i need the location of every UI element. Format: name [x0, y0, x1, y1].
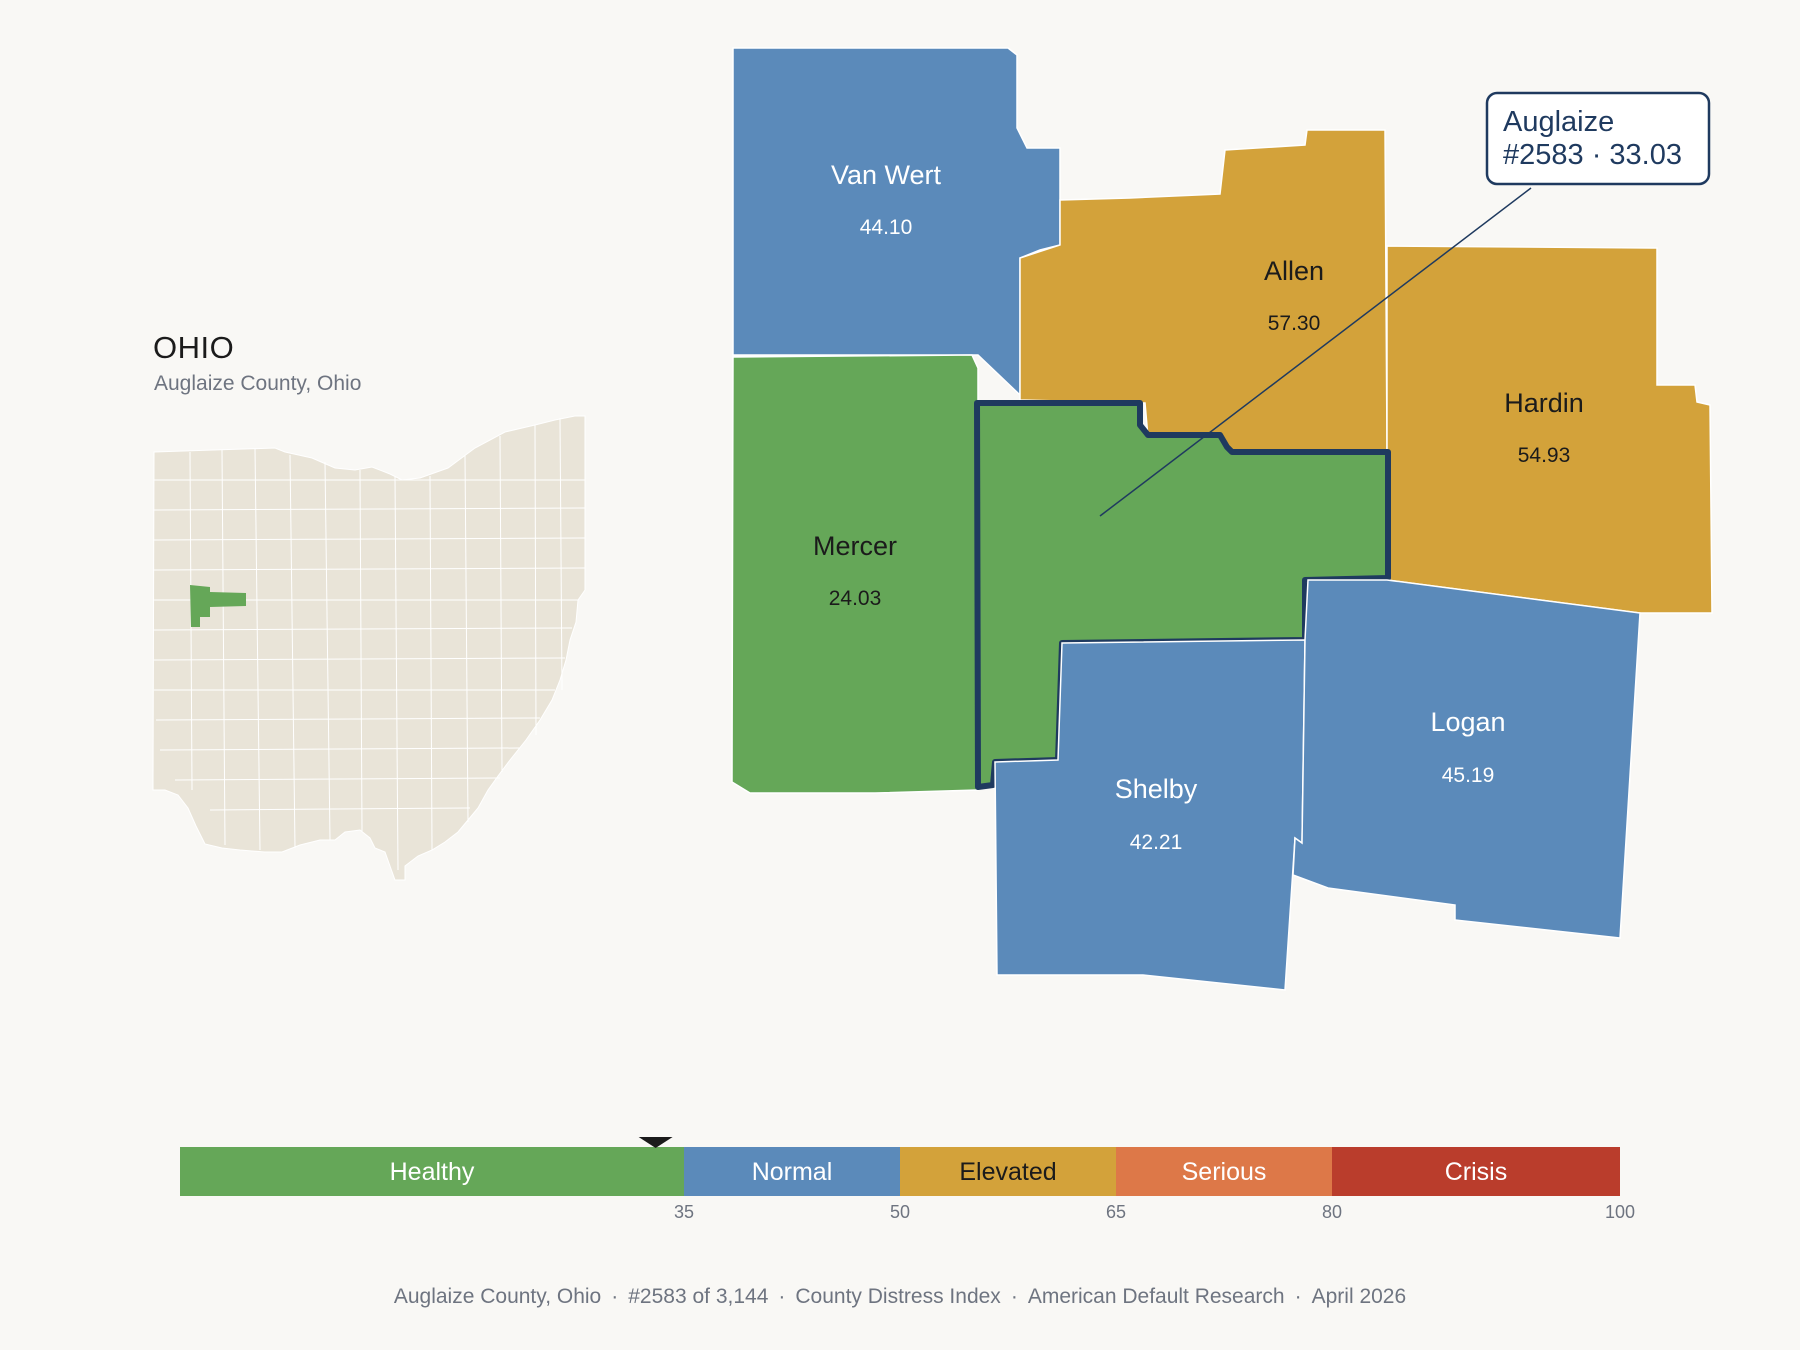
- regional-map: [731, 47, 1713, 991]
- inset-county-lines: [153, 417, 586, 871]
- value-hardin: 54.93: [1518, 444, 1571, 467]
- county-allen[interactable]: [1019, 129, 1388, 451]
- legend-tick-35: 35: [674, 1202, 694, 1222]
- legend-segment-normal: [684, 1147, 900, 1196]
- legend-marker-arrow: [638, 1137, 673, 1148]
- footer-index-name: County Distress Index: [795, 1285, 1001, 1308]
- legend-segment-healthy: [180, 1147, 684, 1196]
- legend-segment-crisis: [1332, 1147, 1620, 1196]
- county-logan[interactable]: [1292, 579, 1641, 939]
- ohio-inset-map: [152, 415, 586, 881]
- value-allen: 57.30: [1268, 312, 1321, 335]
- footer-date: April 2026: [1311, 1285, 1407, 1308]
- legend-label-normal: Normal: [752, 1158, 833, 1186]
- legend-tick-65: 65: [1106, 1202, 1126, 1222]
- legend-scale: Healthy Normal Elevated Serious Crisis 35 50 6…: [180, 1137, 1635, 1222]
- legend-label-elevated: Elevated: [959, 1158, 1056, 1186]
- label-logan: Logan: [1430, 707, 1505, 737]
- inset-auglaize-highlight: [190, 585, 246, 627]
- county-mercer[interactable]: [731, 354, 979, 794]
- label-hardin: Hardin: [1504, 388, 1584, 418]
- legend-label-serious: Serious: [1182, 1158, 1267, 1186]
- value-mercer: 24.03: [829, 587, 882, 610]
- legend-label-healthy: Healthy: [390, 1158, 475, 1186]
- label-van-wert: Van Wert: [831, 160, 942, 190]
- value-van-wert: 44.10: [860, 216, 913, 239]
- county-labels: Van Wert 44.10 Allen 57.30 Hardin 54.93 …: [813, 160, 1584, 854]
- auglaize-callout: Auglaize #2583 · 33.03: [1099, 91, 1711, 517]
- label-allen: Allen: [1264, 256, 1324, 286]
- legend-ticks: 35 50 65 80 100: [674, 1202, 1635, 1222]
- legend-segments: Healthy Normal Elevated Serious Crisis: [180, 1147, 1620, 1196]
- callout-rank-score: #2583 · 33.03: [1503, 139, 1682, 171]
- inset-subtitle: Auglaize County, Ohio: [154, 372, 362, 395]
- value-shelby: 42.21: [1130, 831, 1183, 854]
- legend-tick-50: 50: [890, 1202, 910, 1222]
- footer-organization: American Default Research: [1027, 1285, 1285, 1308]
- label-shelby: Shelby: [1115, 774, 1198, 804]
- footer-rank: #2583 of 3,144: [628, 1285, 769, 1308]
- callout-leader-line: [1099, 187, 1532, 517]
- legend-tick-100: 100: [1605, 1202, 1635, 1222]
- legend-tick-80: 80: [1322, 1202, 1342, 1222]
- inset-title: OHIO: [153, 330, 235, 365]
- callout-box: [1485, 91, 1711, 186]
- label-mercer: Mercer: [813, 531, 897, 561]
- legend-label-crisis: Crisis: [1445, 1158, 1508, 1186]
- value-logan: 45.19: [1442, 764, 1495, 787]
- footer-county: Auglaize County, Ohio: [393, 1285, 602, 1308]
- callout-county-name: Auglaize: [1503, 106, 1614, 138]
- ohio-state-shape: [152, 415, 586, 881]
- footer: Auglaize County, Ohio · #2583 of 3,144 · Cou…: [393, 1285, 1407, 1308]
- legend-segment-elevated: [900, 1147, 1116, 1196]
- legend-segment-serious: [1116, 1147, 1332, 1196]
- county-hardin[interactable]: [1386, 245, 1713, 614]
